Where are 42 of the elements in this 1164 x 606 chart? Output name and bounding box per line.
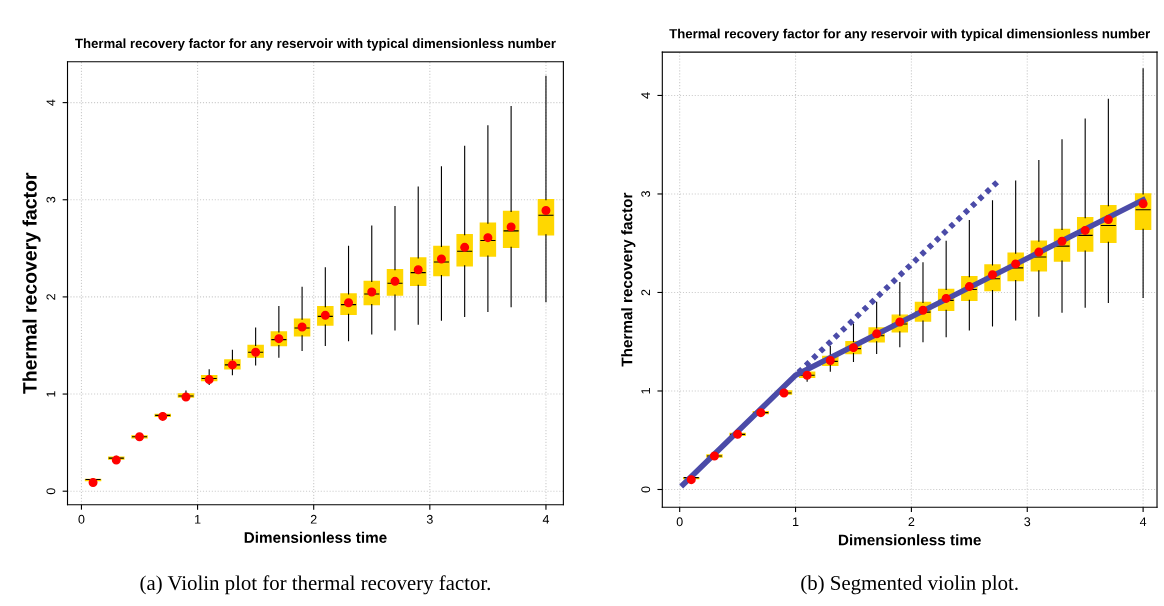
- point: [756, 408, 766, 418]
- x-tick-label: 1: [195, 514, 201, 524]
- x-axis-title: Dimensionless time: [838, 534, 981, 546]
- x-axis-title: Dimensionless time: [244, 531, 387, 543]
- y-tick-label: 1: [46, 391, 56, 397]
- x-tick-label: 1: [793, 517, 799, 526]
- y-tick-label: 1: [641, 388, 650, 394]
- text: (a) Violin plot for thermal recovery factor.: [140, 575, 490, 595]
- point: [541, 205, 551, 215]
- point: [135, 432, 145, 442]
- y-axis-title: Thermal recovery factor: [22, 172, 41, 394]
- point: [204, 374, 214, 384]
- point: [88, 477, 98, 487]
- point: [733, 429, 743, 439]
- x-tick-label: 4: [542, 514, 550, 524]
- y-tick-label: 0: [641, 486, 651, 493]
- x-tick-label: 0: [676, 517, 683, 527]
- point: [709, 451, 719, 461]
- y-tick-label: 3: [641, 191, 651, 197]
- x-tick-label: 0: [78, 514, 85, 524]
- point: [181, 392, 191, 402]
- y-tick-label: 3: [46, 196, 56, 203]
- point: [1138, 199, 1148, 209]
- y-tick-label: 0: [46, 488, 56, 495]
- text: (b) Segmented violin plot.: [801, 575, 1018, 595]
- x-tick-label: 4: [1139, 517, 1147, 526]
- x-tick-label: 3: [1024, 517, 1031, 527]
- x-tick-label: 2: [908, 517, 915, 526]
- point: [802, 370, 812, 380]
- point: [686, 475, 696, 485]
- y-tick-label: 2: [641, 289, 650, 296]
- point: [779, 388, 789, 398]
- x-tick-label: 3: [426, 514, 433, 524]
- x-tick-label: 2: [310, 514, 317, 524]
- y-tick-label: 2: [46, 294, 56, 300]
- y-axis-title: Thermal recovery factor: [621, 192, 636, 367]
- point: [111, 455, 121, 465]
- point: [158, 411, 168, 421]
- chart-title: Thermal recovery factor for any reservoir with typical dimensionless number: [75, 38, 556, 51]
- y-tick-label: 4: [46, 99, 56, 106]
- chart-title: Thermal recovery factor for any reservoir with typical dimensionless number: [669, 28, 1150, 41]
- y-tick-label: 4: [641, 92, 650, 99]
